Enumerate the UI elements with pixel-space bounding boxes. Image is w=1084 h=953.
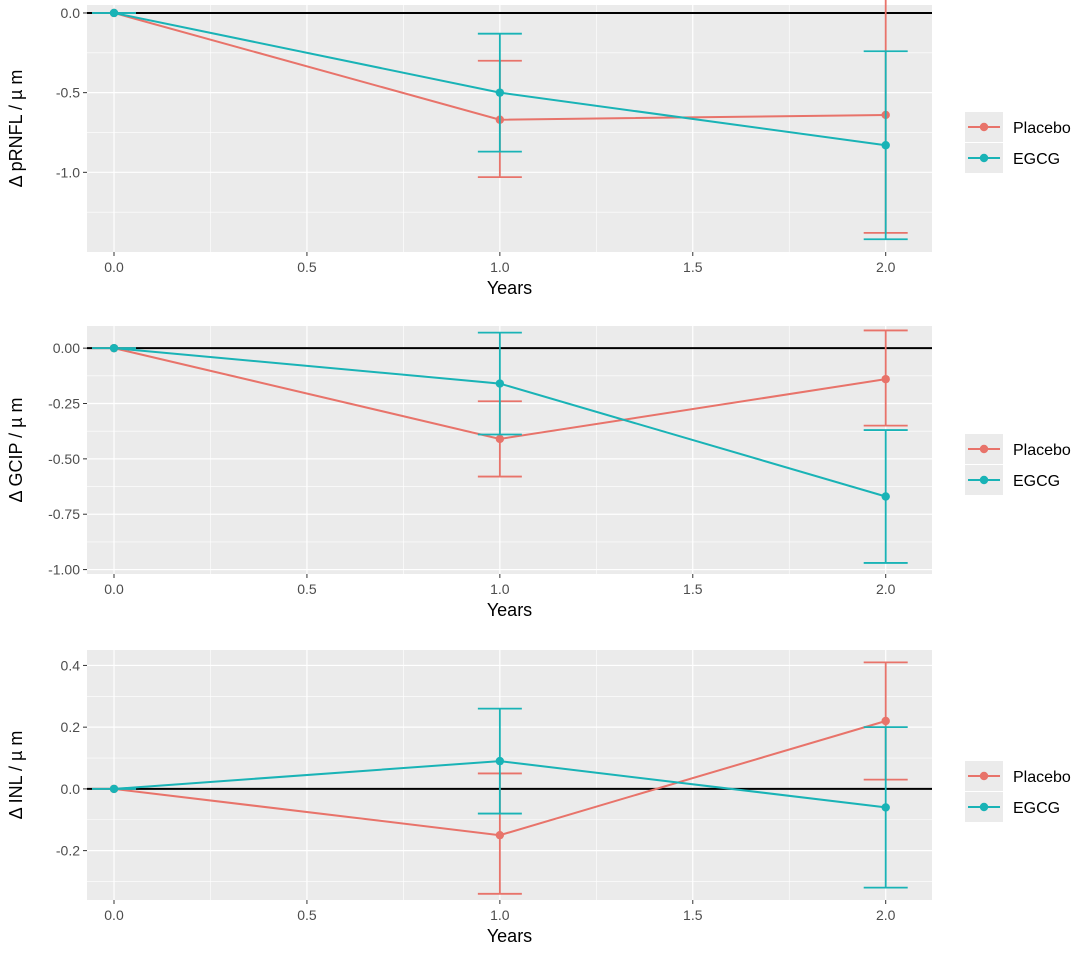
x-axis-title: Years xyxy=(487,600,532,620)
x-tick-label: 1.5 xyxy=(683,581,703,597)
series-egcg xyxy=(92,8,908,241)
y-tick-label: -0.25 xyxy=(48,396,80,412)
x-tick-label: 1.5 xyxy=(683,907,703,923)
legend-point-egcg xyxy=(979,802,989,812)
x-tick-label: 0.5 xyxy=(297,581,317,597)
series-egcg xyxy=(92,331,908,564)
y-tick-label: -0.50 xyxy=(48,451,80,467)
legend-label-placebo: Placebo xyxy=(1013,120,1071,137)
plot-background xyxy=(87,326,932,574)
x-tick-label: 1.0 xyxy=(490,259,510,275)
legend-point-egcg xyxy=(979,475,989,485)
data-point-egcg-0 xyxy=(109,784,119,794)
data-point-placebo-1 xyxy=(495,830,505,840)
data-point-egcg-0 xyxy=(109,8,119,18)
legend: Placebo EGCG xyxy=(965,434,1071,495)
y-axis-title: Δ GCIP / µ m xyxy=(6,397,26,502)
x-tick-label: 0.0 xyxy=(104,581,124,597)
data-point-egcg-1 xyxy=(495,379,505,388)
legend: Placebo EGCG xyxy=(965,112,1071,173)
plot-background xyxy=(87,5,932,252)
x-tick-label: 1.0 xyxy=(490,581,510,597)
x-tick-label: 2.0 xyxy=(876,581,896,597)
legend-label-egcg: EGCG xyxy=(1013,473,1060,490)
y-tick-label: 0.2 xyxy=(61,719,81,735)
data-point-placebo-2 xyxy=(881,716,890,726)
data-point-placebo-1 xyxy=(495,434,505,444)
y-tick-label: -0.5 xyxy=(56,85,80,101)
legend-point-placebo xyxy=(979,771,989,781)
y-tick-label: 0.00 xyxy=(53,340,80,356)
chart-panel-1: 0.0 -0.5 -1.0 0.0 0.5 1.0 1.5 2.0 Years Δ pRNFL /… xyxy=(6,0,1071,298)
x-axis-title: Years xyxy=(487,926,532,946)
data-point-egcg-2 xyxy=(881,492,890,501)
chart-panel-2: 0.00 -0.25 -0.50 -0.75 -1.00 0.0 0.5 1.0 1.5 2.0 Y… xyxy=(6,326,1071,620)
y-axis-title: Δ INL / µ m xyxy=(6,731,26,820)
legend-label-placebo: Placebo xyxy=(1013,769,1071,786)
series-egcg xyxy=(92,707,908,889)
y-tick-label: -1.0 xyxy=(56,164,80,180)
x-axis-title: Years xyxy=(487,278,532,298)
y-tick-label: -0.2 xyxy=(56,843,80,859)
data-point-egcg-2 xyxy=(881,803,890,812)
legend-point-placebo xyxy=(979,444,989,454)
x-tick-label: 0.0 xyxy=(104,907,124,923)
data-point-placebo-2 xyxy=(881,374,890,384)
x-tick-label: 1.0 xyxy=(490,907,510,923)
y-axis-title: Δ pRNFL / µ m xyxy=(6,70,26,188)
x-tick-label: 0.0 xyxy=(104,259,124,275)
y-tick-label: -1.00 xyxy=(48,562,80,578)
legend-point-placebo xyxy=(979,122,989,132)
plot-background xyxy=(87,650,932,900)
data-point-egcg-0 xyxy=(109,343,119,353)
y-tick-label: -0.75 xyxy=(48,506,80,522)
chart-panel-3: 0.4 0.2 0.0 -0.2 0.0 0.5 1.0 1.5 2.0 Years Δ INL /… xyxy=(6,650,1071,946)
legend-label-placebo: Placebo xyxy=(1013,442,1071,459)
x-tick-label: 1.5 xyxy=(683,259,703,275)
legend-label-egcg: EGCG xyxy=(1013,151,1060,168)
y-tick-label: 0.0 xyxy=(61,5,81,21)
x-tick-label: 2.0 xyxy=(876,907,896,923)
legend-label-egcg: EGCG xyxy=(1013,800,1060,817)
x-tick-label: 2.0 xyxy=(876,259,896,275)
data-point-egcg-1 xyxy=(495,756,505,766)
x-tick-label: 0.5 xyxy=(297,907,317,923)
legend: Placebo EGCG xyxy=(965,761,1071,822)
data-point-egcg-1 xyxy=(495,88,505,97)
data-point-egcg-2 xyxy=(881,141,890,150)
y-tick-label: 0.4 xyxy=(61,657,81,673)
y-tick-label: 0.0 xyxy=(61,781,81,797)
legend-point-egcg xyxy=(979,153,989,163)
x-tick-label: 0.5 xyxy=(297,259,317,275)
